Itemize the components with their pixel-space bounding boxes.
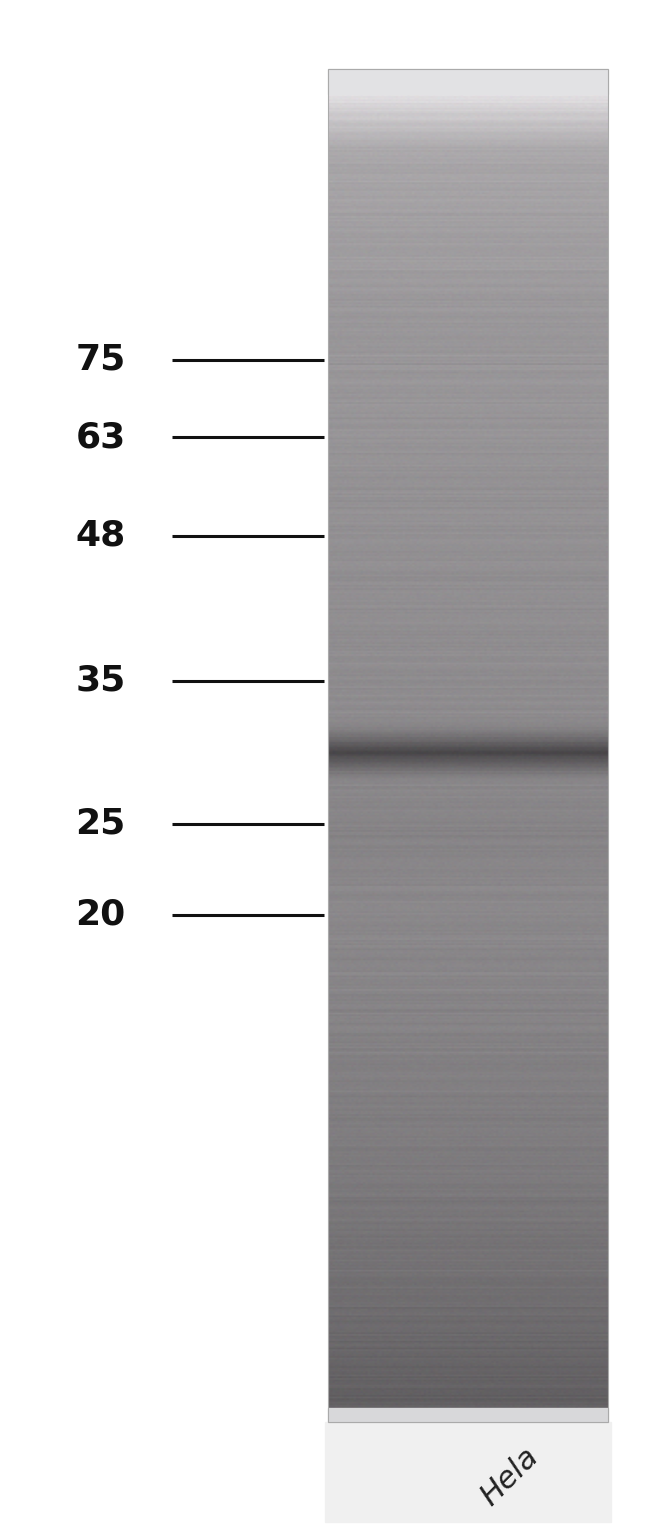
Bar [328,1408,608,1422]
Bar [325,1422,611,1522]
Text: 63: 63 [75,420,126,453]
Bar [328,69,608,94]
Text: 75: 75 [75,343,126,377]
Text: 25: 25 [75,807,126,841]
Text: 20: 20 [75,898,126,931]
Text: 48: 48 [75,520,126,553]
Text: 35: 35 [75,664,126,698]
Text: Hela: Hela [474,1442,543,1511]
Bar [328,69,608,1422]
